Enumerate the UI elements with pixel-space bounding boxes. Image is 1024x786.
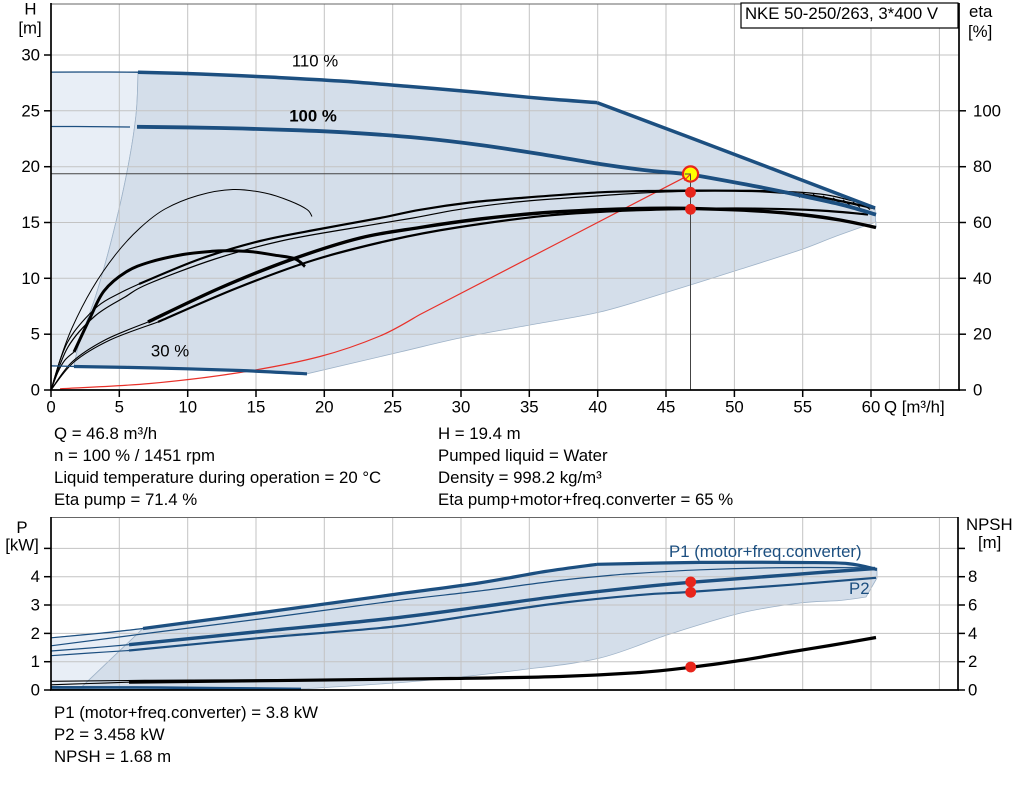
svg-text:40: 40	[973, 269, 992, 288]
svg-text:50: 50	[725, 398, 744, 417]
svg-text:H: H	[24, 0, 36, 19]
svg-text:P: P	[16, 518, 27, 537]
svg-text:25: 25	[383, 398, 402, 417]
svg-text:P1 (motor+freq.converter): P1 (motor+freq.converter)	[669, 542, 862, 561]
svg-text:Pumped liquid = Water: Pumped liquid = Water	[438, 446, 608, 465]
svg-text:8: 8	[968, 567, 977, 586]
svg-text:10: 10	[21, 269, 40, 288]
svg-text:Density = 998.2 kg/m³: Density = 998.2 kg/m³	[438, 468, 602, 487]
svg-text:n = 100 % / 1451 rpm: n = 100 % / 1451 rpm	[54, 446, 215, 465]
svg-text:80: 80	[973, 157, 992, 176]
svg-text:15: 15	[247, 398, 266, 417]
svg-text:20: 20	[973, 325, 992, 344]
svg-text:3: 3	[31, 596, 40, 615]
svg-text:10: 10	[178, 398, 197, 417]
svg-text:Q [m³/h]: Q [m³/h]	[884, 398, 945, 417]
svg-text:2: 2	[968, 652, 977, 671]
svg-text:45: 45	[657, 398, 676, 417]
svg-text:55: 55	[793, 398, 812, 417]
svg-text:P1 (motor+freq.converter) = 3.: P1 (motor+freq.converter) = 3.8 kW	[54, 703, 318, 722]
svg-text:Q = 46.8 m³/h: Q = 46.8 m³/h	[54, 424, 157, 443]
svg-text:[kW]: [kW]	[5, 536, 39, 555]
svg-text:Eta pump+motor+freq.converter: Eta pump+motor+freq.converter = 65 %	[438, 490, 733, 509]
svg-text:H = 19.4 m: H = 19.4 m	[438, 424, 521, 443]
svg-text:2: 2	[31, 624, 40, 643]
svg-text:40: 40	[588, 398, 607, 417]
svg-text:60: 60	[862, 398, 881, 417]
svg-text:100 %: 100 %	[289, 107, 337, 126]
svg-text:[%]: [%]	[968, 22, 992, 41]
svg-text:0: 0	[968, 681, 977, 700]
svg-text:5: 5	[115, 398, 124, 417]
svg-text:4: 4	[31, 567, 40, 586]
svg-text:Eta pump = 71.4 %: Eta pump = 71.4 %	[54, 490, 197, 509]
svg-text:30: 30	[452, 398, 471, 417]
svg-text:NPSH: NPSH	[966, 515, 1013, 534]
svg-text:4: 4	[968, 624, 977, 643]
svg-text:110 %: 110 %	[292, 52, 338, 71]
svg-text:Liquid temperature during oper: Liquid temperature during operation = 20…	[54, 468, 381, 487]
svg-text:0: 0	[973, 381, 982, 400]
svg-text:P2: P2	[849, 579, 870, 598]
svg-text:30: 30	[21, 46, 40, 65]
svg-text:eta: eta	[969, 2, 993, 21]
svg-text:NKE 50-250/263, 3*400 V: NKE 50-250/263, 3*400 V	[745, 4, 939, 23]
svg-text:NPSH = 1.68 m: NPSH = 1.68 m	[54, 747, 171, 766]
svg-text:30 %: 30 %	[151, 342, 189, 361]
svg-text:6: 6	[968, 596, 977, 615]
svg-text:25: 25	[21, 101, 40, 120]
svg-text:[m]: [m]	[18, 19, 41, 38]
svg-text:100: 100	[973, 101, 1001, 120]
svg-text:1: 1	[31, 652, 40, 671]
svg-text:20: 20	[315, 398, 334, 417]
svg-text:P2 = 3.458 kW: P2 = 3.458 kW	[54, 725, 165, 744]
svg-text:20: 20	[21, 157, 40, 176]
svg-text:0: 0	[31, 681, 40, 700]
svg-text:35: 35	[520, 398, 539, 417]
svg-text:0: 0	[46, 398, 55, 417]
svg-text:60: 60	[973, 213, 992, 232]
svg-text:[m]: [m]	[978, 533, 1001, 552]
svg-text:0: 0	[31, 381, 40, 400]
svg-text:15: 15	[21, 213, 40, 232]
svg-text:5: 5	[31, 325, 40, 344]
